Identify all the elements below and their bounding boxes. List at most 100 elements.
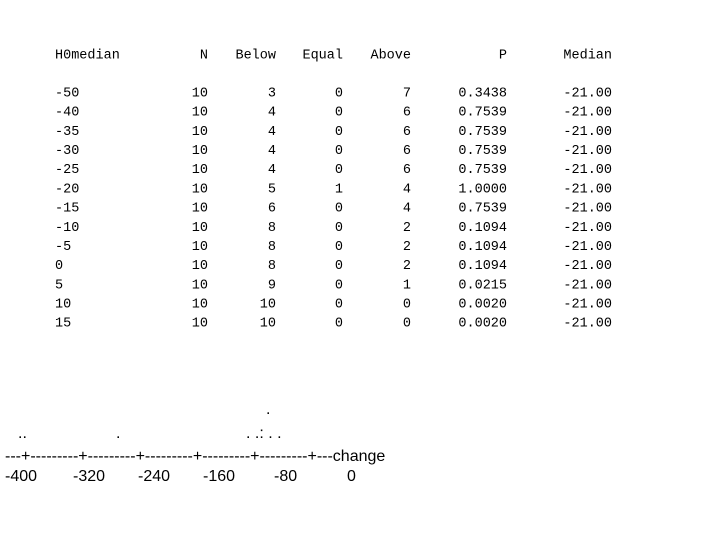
- table-cell: 10: [192, 106, 208, 121]
- table-cell: 0.3438: [458, 87, 507, 102]
- axis-label: -400: [5, 468, 37, 485]
- table-cell: 0: [335, 163, 343, 178]
- column-header: P: [499, 49, 507, 64]
- table-cell: 10: [192, 125, 208, 140]
- axis-label: -320: [73, 468, 105, 485]
- table-cell: -21.00: [563, 106, 612, 121]
- table-cell: 1: [403, 278, 411, 293]
- table-cell: -21.00: [563, 297, 612, 312]
- table-cell: 1: [335, 182, 343, 197]
- column-header: N: [200, 49, 208, 64]
- table-cell: 0: [335, 317, 343, 332]
- table-cell: 0.7539: [458, 125, 507, 140]
- table-cell: 0: [335, 221, 343, 236]
- table-cell: -21.00: [563, 221, 612, 236]
- table-cell: 0: [55, 259, 63, 274]
- table-cell: 0: [335, 278, 343, 293]
- table-cell: -21.00: [563, 259, 612, 274]
- column-header: Below: [235, 49, 276, 64]
- table-cell: 5: [55, 278, 63, 293]
- column-header: Median: [563, 49, 612, 64]
- table-cell: -21.00: [563, 144, 612, 159]
- table-cell: 0.1094: [458, 240, 507, 255]
- table-cell: 4: [268, 125, 276, 140]
- table-cell: -15: [55, 202, 79, 217]
- table-cell: 8: [268, 221, 276, 236]
- table-cell: 0: [335, 259, 343, 274]
- table-cell: 0.7539: [458, 202, 507, 217]
- plot-axis: ---+---------+---------+---------+------…: [5, 448, 385, 465]
- table-cell: -20: [55, 182, 79, 197]
- table-cell: 10: [260, 297, 276, 312]
- table-cell: 10: [192, 317, 208, 332]
- table-cell: 4: [268, 144, 276, 159]
- table-cell: 10: [55, 297, 71, 312]
- table-cell: 2: [403, 221, 411, 236]
- table-cell: 0.7539: [458, 163, 507, 178]
- table-cell: -50: [55, 87, 79, 102]
- table-cell: 4: [403, 182, 411, 197]
- axis-label: 0: [347, 468, 356, 485]
- table-cell: -21.00: [563, 87, 612, 102]
- table-cell: -40: [55, 106, 79, 121]
- table-cell: 10: [192, 259, 208, 274]
- table-cell: 0: [403, 297, 411, 312]
- axis-label: -160: [203, 468, 235, 485]
- table-cell: 0.0020: [458, 317, 507, 332]
- table-cell: 2: [403, 259, 411, 274]
- table-cell: 0.1094: [458, 259, 507, 274]
- table-cell: 5: [268, 182, 276, 197]
- table-cell: 0: [335, 87, 343, 102]
- table-cell: 0: [335, 106, 343, 121]
- table-cell: 0.0020: [458, 297, 507, 312]
- table-cell: -5: [55, 240, 71, 255]
- table-cell: 10: [192, 202, 208, 217]
- table-cell: 0.7539: [458, 106, 507, 121]
- table-cell: 4: [268, 163, 276, 178]
- table-cell: 0: [335, 297, 343, 312]
- table-cell: 4: [268, 106, 276, 121]
- table-cell: 0: [335, 125, 343, 140]
- table-cell: -10: [55, 221, 79, 236]
- table-cell: 15: [55, 317, 71, 332]
- table-cell: 0: [403, 317, 411, 332]
- table-cell: 6: [403, 106, 411, 121]
- table-cell: 0.7539: [458, 144, 507, 159]
- table-cell: 6: [403, 125, 411, 140]
- table-cell: -21.00: [563, 125, 612, 140]
- table-cell: 10: [192, 87, 208, 102]
- table-cell: 10: [192, 278, 208, 293]
- column-header: H0median: [55, 49, 120, 64]
- table-cell: 10: [192, 163, 208, 178]
- table-cell: -21.00: [563, 278, 612, 293]
- column-header: Equal: [302, 49, 343, 64]
- table-cell: -21.00: [563, 202, 612, 217]
- table-cell: 6: [403, 163, 411, 178]
- table-cell: -25: [55, 163, 79, 178]
- column-header: Above: [370, 49, 411, 64]
- table-cell: -21.00: [563, 240, 612, 255]
- table-cell: 8: [268, 240, 276, 255]
- table-cell: 10: [192, 144, 208, 159]
- table-cell: 10: [260, 317, 276, 332]
- axis-label: -240: [138, 468, 170, 485]
- plot-dots: .: [116, 425, 120, 442]
- table-cell: 7: [403, 87, 411, 102]
- table-cell: -21.00: [563, 163, 612, 178]
- axis-label: -80: [274, 468, 297, 485]
- table-cell: 6: [403, 144, 411, 159]
- table-cell: 0.1094: [458, 221, 507, 236]
- table-cell: -21.00: [563, 182, 612, 197]
- table-cell: 10: [192, 240, 208, 255]
- table-cell: 0: [335, 144, 343, 159]
- table-cell: 10: [192, 221, 208, 236]
- table-cell: 1.0000: [458, 182, 507, 197]
- table-cell: -21.00: [563, 317, 612, 332]
- table-cell: -35: [55, 125, 79, 140]
- table-cell: 0.0215: [458, 278, 507, 293]
- table-cell: -30: [55, 144, 79, 159]
- table-cell: 0: [335, 240, 343, 255]
- table-cell: 2: [403, 240, 411, 255]
